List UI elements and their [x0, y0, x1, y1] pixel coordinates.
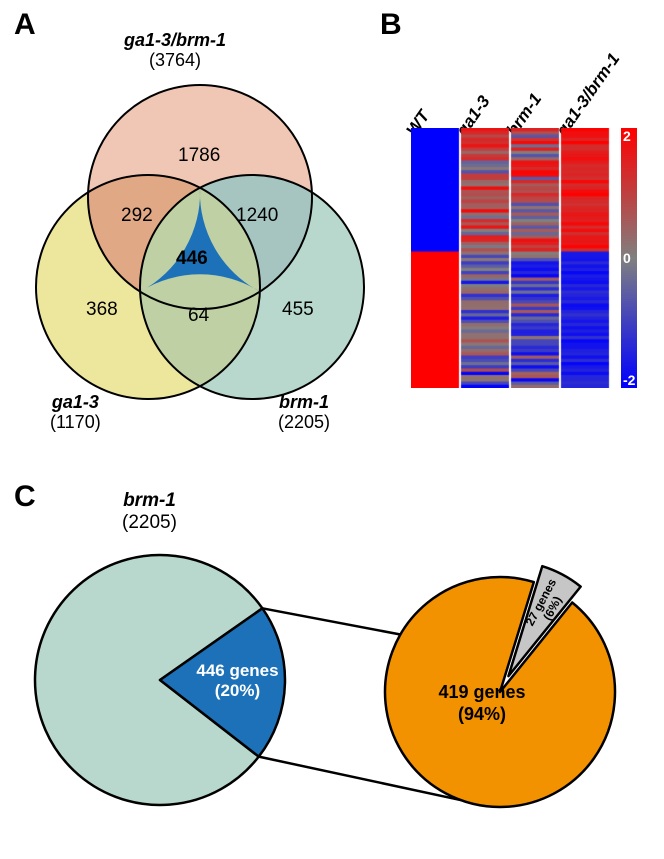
venn-set-left-name: ga1-3 — [52, 392, 99, 412]
svg-text:419 genes: 419 genes — [438, 682, 525, 702]
heatmap: WTga1-3brm-1ga1-3/brm-1 20-2 — [405, 30, 655, 430]
pie-charts: brm-1 (2205) 446 genes(20%)419 genes(94%… — [30, 490, 650, 850]
venn-region-top-right: 1240 — [236, 205, 278, 227]
venn-set-right-label: brm-1 (2205) — [278, 393, 330, 433]
venn-svg — [20, 75, 380, 415]
panel-label-b: B — [380, 8, 402, 42]
venn-region-top: 1786 — [178, 145, 220, 167]
venn-set-left-label: ga1-3 (1170) — [50, 393, 101, 433]
venn-region-center: 446 — [176, 248, 208, 270]
venn-diagram: ga1-3/brm-1 (3764) 1786 292 1240 446 368… — [20, 35, 380, 445]
venn-set-right-name: brm-1 — [279, 392, 329, 412]
venn-set-right-total: (2205) — [278, 412, 330, 432]
pie-outer-name: brm-1 — [123, 490, 176, 511]
venn-set-top-total: (3764) — [149, 50, 201, 70]
venn-set-top-name: ga1-3/brm-1 — [124, 30, 226, 50]
svg-text:446 genes: 446 genes — [196, 661, 278, 680]
colorbar-tick: 0 — [623, 250, 631, 266]
colorbar-tick: 2 — [623, 128, 631, 144]
venn-set-left-total: (1170) — [50, 412, 101, 432]
pie-svg: 446 genes(20%)419 genes(94%)27 genes(6%) — [30, 520, 650, 850]
venn-region-right: 455 — [282, 299, 314, 321]
svg-text:(20%): (20%) — [215, 681, 260, 700]
svg-text:(94%): (94%) — [458, 704, 506, 724]
heatmap-canvas — [411, 128, 611, 388]
colorbar-tick: -2 — [623, 372, 635, 388]
heatmap-col-label: ga1-3/brm-1 — [553, 50, 625, 140]
venn-region-top-left: 292 — [121, 205, 153, 227]
venn-region-left-right: 64 — [188, 305, 209, 327]
venn-region-left: 368 — [86, 299, 118, 321]
venn-set-top-label: ga1-3/brm-1 (3764) — [124, 31, 226, 71]
